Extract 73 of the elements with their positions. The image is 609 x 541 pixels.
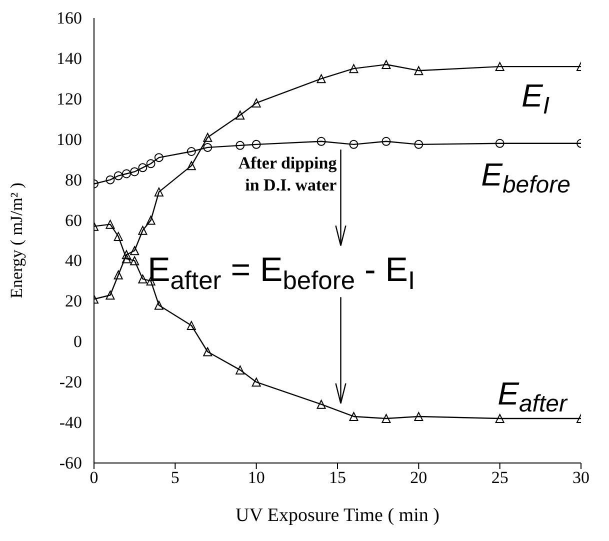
point: [138, 226, 148, 235]
point: [114, 270, 123, 280]
point: [106, 290, 115, 300]
point: [138, 274, 148, 284]
series-label: E$_{after}$: [498, 376, 568, 418]
point: [414, 66, 424, 76]
x-tick-label: 10: [248, 468, 265, 488]
point: [316, 400, 326, 409]
series-label: E$_{I}$: [522, 78, 550, 120]
point: [349, 412, 358, 421]
x-tick-label: 25: [491, 468, 508, 488]
point: [236, 140, 245, 150]
point: [382, 414, 391, 423]
point: [154, 300, 164, 310]
y-tick-label: 160: [56, 8, 82, 28]
point: [130, 167, 140, 176]
point: [495, 138, 504, 148]
y-tick-label: 120: [56, 89, 82, 108]
x-tick-label: 0: [90, 468, 98, 488]
point: [495, 62, 504, 72]
point: [114, 171, 123, 180]
y-tick-label: 60: [65, 210, 82, 230]
point: [316, 136, 326, 146]
point: [203, 347, 212, 356]
x-tick-label: 20: [410, 468, 428, 488]
series-label: E$_{before}$: [481, 156, 571, 199]
y-axis-title: Energy ( mJ/m² ): [7, 182, 26, 298]
x-tick-label: 15: [329, 468, 346, 488]
point: [252, 378, 261, 387]
point: [138, 163, 148, 172]
y-tick-label: 100: [56, 130, 82, 149]
point: [382, 136, 391, 146]
x-axis-title: UV Exposure Time ( min ): [236, 505, 440, 526]
point: [186, 147, 196, 156]
point: [146, 159, 156, 168]
y-tick-label: -60: [59, 454, 82, 472]
annotation: E$_{after}$ = E$_{before}$ - E$_{I}$: [148, 250, 416, 295]
point: [349, 64, 358, 74]
point: [122, 169, 131, 178]
point: [122, 250, 131, 260]
point: [154, 153, 164, 162]
point: [495, 414, 504, 423]
y-tick-label: 40: [65, 251, 82, 270]
y-tick-label: 0: [74, 332, 82, 352]
y-tick-label: -20: [59, 372, 82, 392]
point: [236, 365, 245, 374]
point: [186, 320, 196, 330]
point: [203, 132, 212, 142]
point: [349, 140, 358, 149]
point: [382, 60, 391, 70]
point: [122, 254, 131, 264]
point: [186, 161, 196, 170]
point: [414, 412, 424, 421]
x-tick-label: 30: [572, 468, 590, 488]
point: [146, 216, 156, 225]
y-tick-label: 20: [65, 292, 82, 311]
point: [252, 140, 261, 149]
annotation: After dipping in D.I. water: [238, 154, 338, 195]
point: [203, 142, 212, 152]
point: [106, 220, 115, 229]
point: [106, 175, 115, 184]
x-tick-label: 5: [170, 468, 180, 488]
y-tick-label: -40: [59, 413, 82, 432]
y-tick-label: 140: [56, 48, 82, 68]
point: [130, 246, 140, 256]
point: [114, 232, 123, 241]
point: [236, 110, 245, 120]
point: [154, 187, 164, 196]
point: [130, 256, 140, 266]
point: [252, 98, 261, 108]
y-tick-label: 80: [65, 170, 82, 190]
point: [316, 74, 326, 84]
point: [414, 140, 424, 149]
